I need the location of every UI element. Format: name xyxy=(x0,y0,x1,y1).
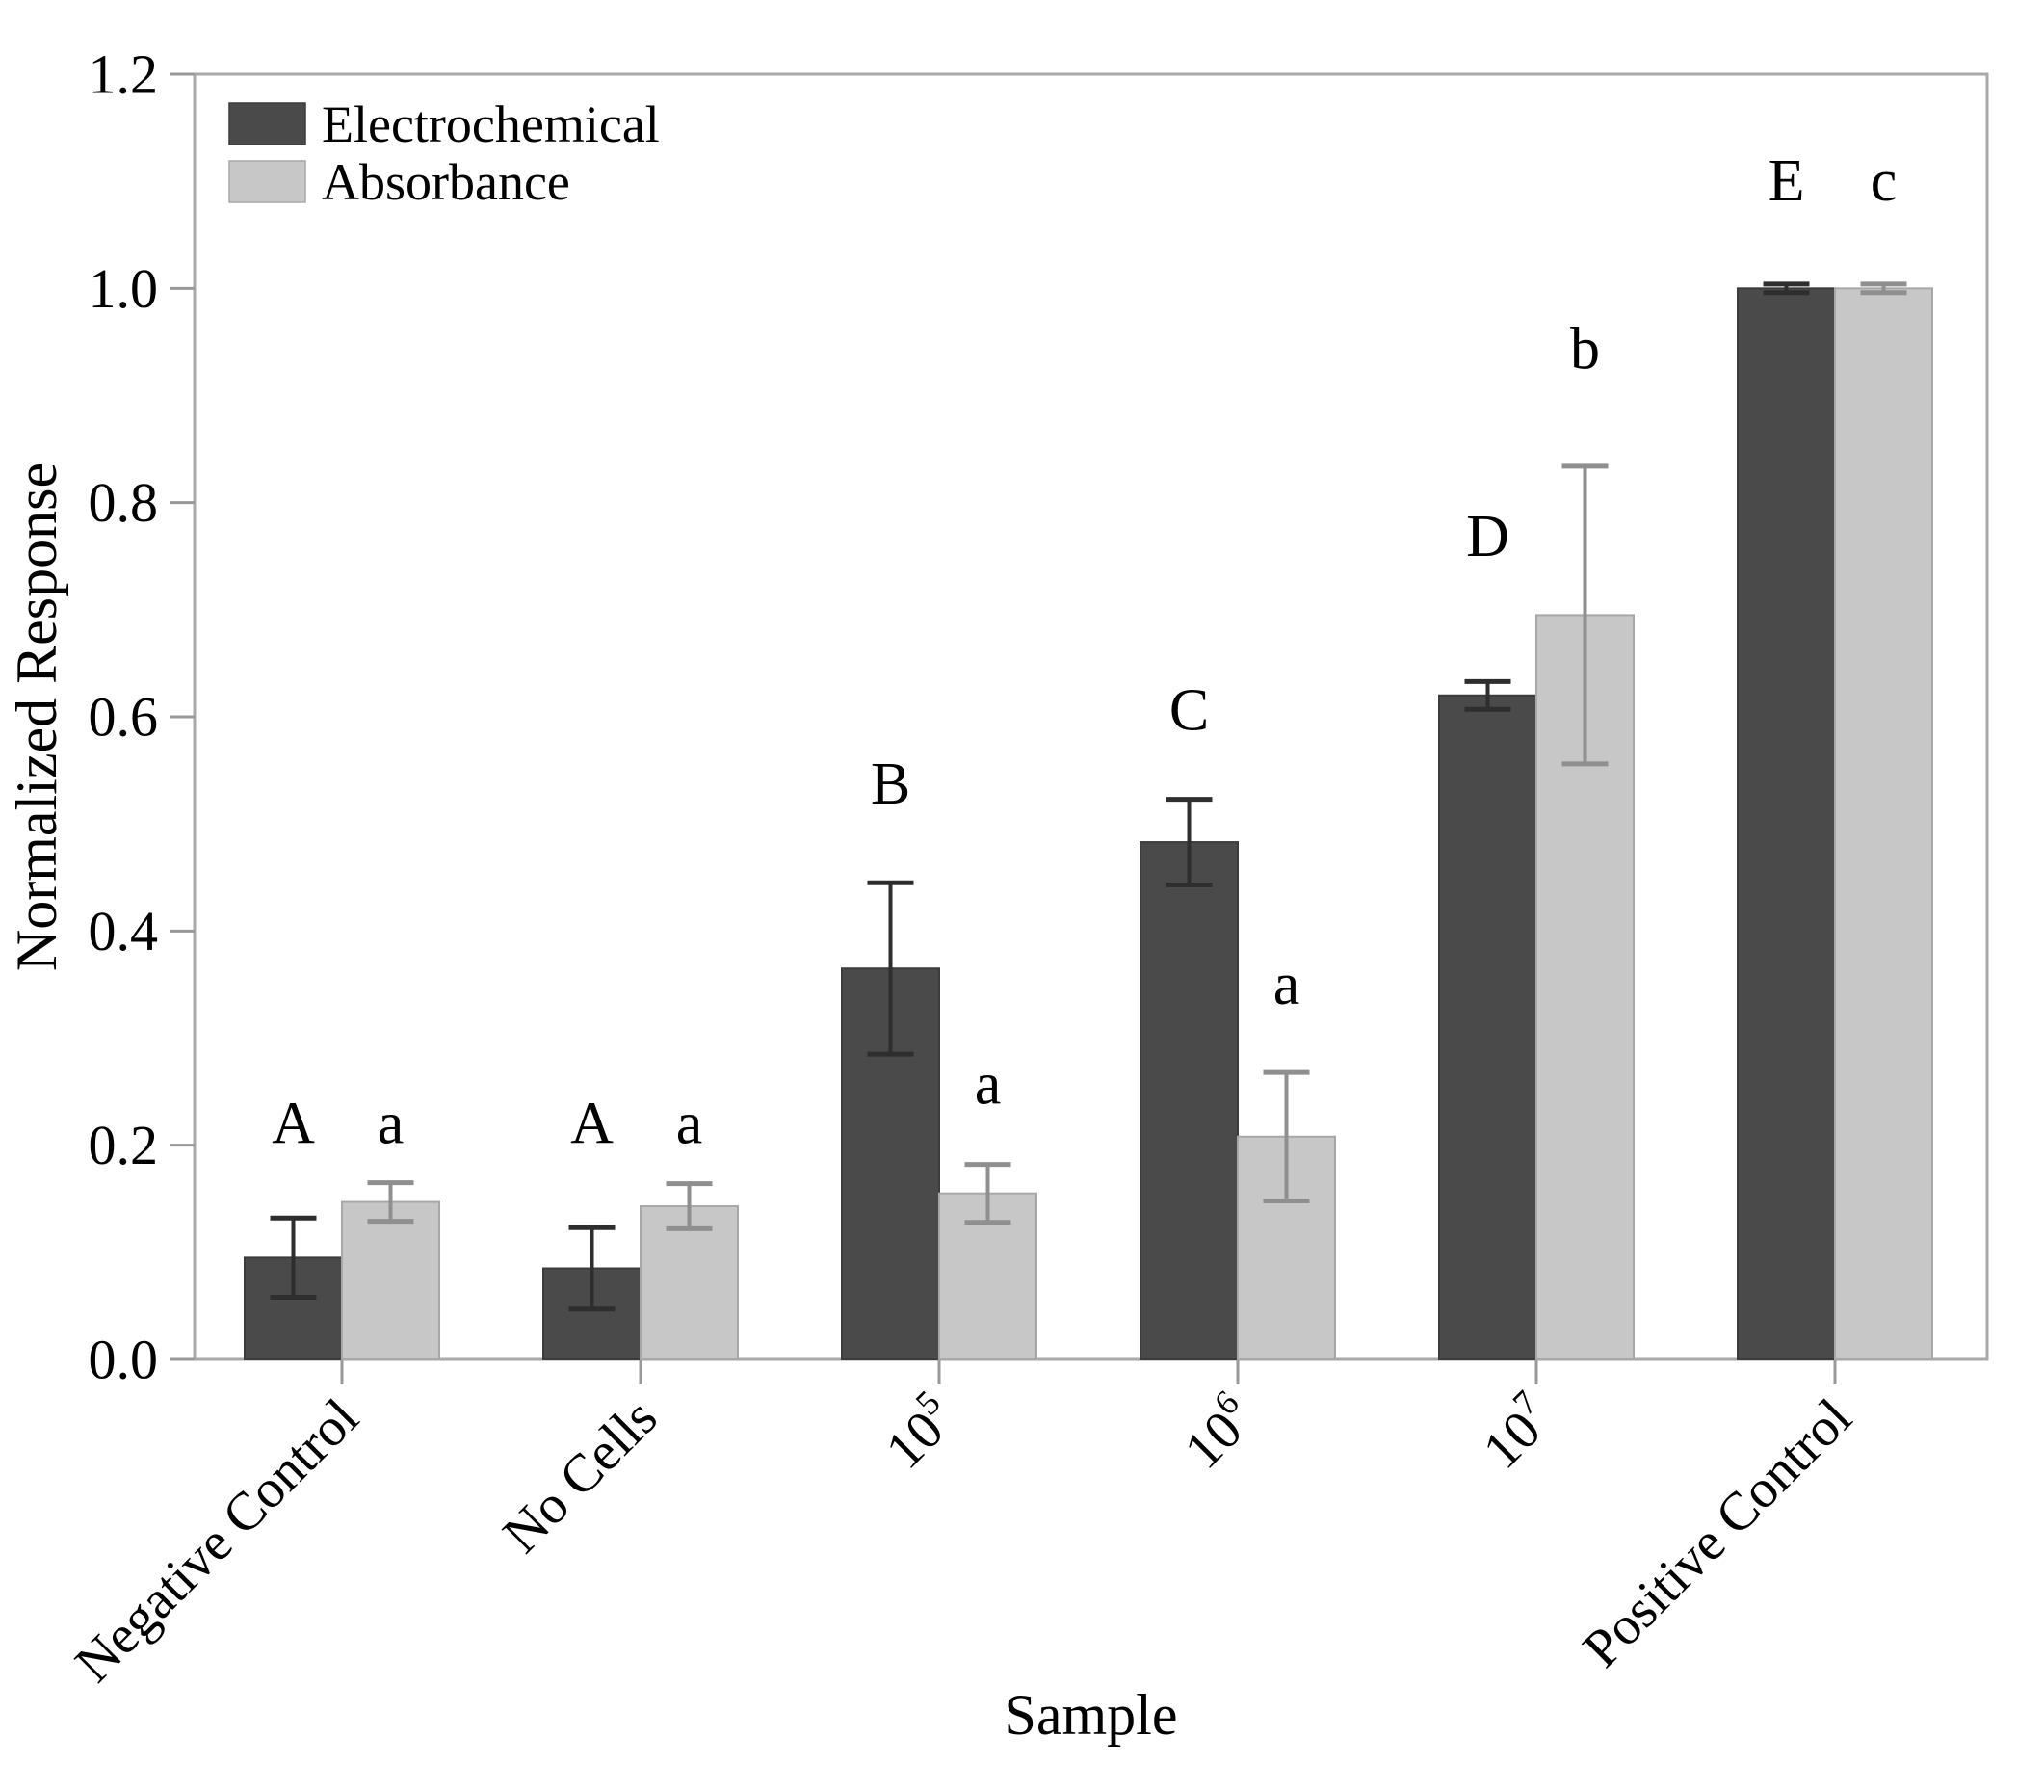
bar-absorbance-1 xyxy=(640,1205,739,1360)
legend-label-absorbance: Absorbance xyxy=(322,153,570,211)
sig-letter: D xyxy=(1466,504,1509,569)
y-tick-label: 0.8 xyxy=(89,471,159,534)
y-tick-label: 0.0 xyxy=(89,1329,159,1391)
y-tick-label: 0.4 xyxy=(89,900,159,962)
bar-absorbance-0 xyxy=(341,1200,440,1360)
x-axis-title: Sample xyxy=(1005,1683,1178,1747)
plot-frame xyxy=(193,72,1989,1361)
x-tick-label: 106 xyxy=(1168,1383,1266,1480)
bar-electrochemical-4 xyxy=(1438,694,1537,1360)
sig-letter: A xyxy=(272,1091,315,1156)
sig-letter: E xyxy=(1769,148,1805,214)
sig-letter: C xyxy=(1169,677,1209,743)
x-tick-label: No Cells xyxy=(492,1387,669,1565)
x-tick-label: 107 xyxy=(1467,1383,1564,1480)
sig-letter: c xyxy=(1871,148,1898,214)
y-tick-label: 0.2 xyxy=(89,1114,159,1176)
bar-absorbance-5 xyxy=(1834,287,1933,1360)
sig-letter: A xyxy=(570,1091,614,1156)
bar-electrochemical-5 xyxy=(1737,287,1836,1360)
sig-letter: a xyxy=(676,1091,703,1156)
y-tick-label: 1.2 xyxy=(89,43,159,106)
legend-swatch-absorbance xyxy=(228,160,306,203)
sig-letter: a xyxy=(378,1091,405,1156)
legend-label-electrochemical: Electrochemical xyxy=(322,95,660,153)
y-axis-title: Normalized Response xyxy=(5,462,68,971)
sig-letter: b xyxy=(1570,317,1600,382)
bar-electrochemical-3 xyxy=(1140,841,1239,1360)
sig-letter: a xyxy=(975,1051,1002,1117)
x-tick-label: 105 xyxy=(870,1383,967,1480)
sig-letter: B xyxy=(871,751,910,817)
y-tick-label: 1.0 xyxy=(89,257,159,320)
x-tick-label: Negative Control xyxy=(65,1387,371,1694)
x-tick-label: Positive Control xyxy=(1572,1387,1863,1678)
sig-letter: a xyxy=(1273,952,1300,1017)
legend-swatch-electrochemical xyxy=(228,102,306,145)
y-tick-label: 0.6 xyxy=(89,686,159,749)
